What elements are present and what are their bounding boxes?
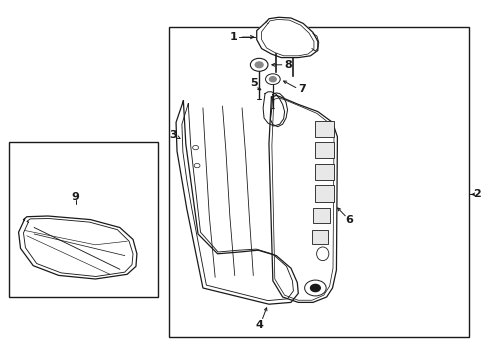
Text: 7: 7: [298, 84, 305, 94]
Bar: [315, 121, 333, 137]
Text: 5: 5: [250, 78, 258, 88]
Bar: [312, 208, 329, 223]
Text: 9: 9: [72, 192, 80, 202]
Text: 1: 1: [229, 32, 237, 42]
Circle shape: [255, 62, 263, 68]
Circle shape: [304, 280, 325, 296]
Circle shape: [250, 58, 267, 71]
Circle shape: [265, 74, 280, 85]
Bar: [315, 142, 333, 158]
Bar: [315, 164, 333, 180]
Polygon shape: [19, 216, 137, 279]
Bar: [311, 230, 327, 244]
Text: 2: 2: [472, 189, 480, 199]
Text: 4: 4: [255, 320, 263, 330]
Text: 8: 8: [284, 60, 292, 70]
Text: 6: 6: [345, 215, 353, 225]
Text: 3: 3: [169, 130, 177, 140]
Polygon shape: [268, 95, 337, 302]
Circle shape: [269, 77, 276, 82]
Bar: [168, 27, 468, 337]
Bar: [315, 185, 333, 202]
Bar: [9, 142, 158, 297]
Polygon shape: [256, 17, 317, 58]
Polygon shape: [176, 101, 298, 304]
Circle shape: [310, 284, 320, 292]
